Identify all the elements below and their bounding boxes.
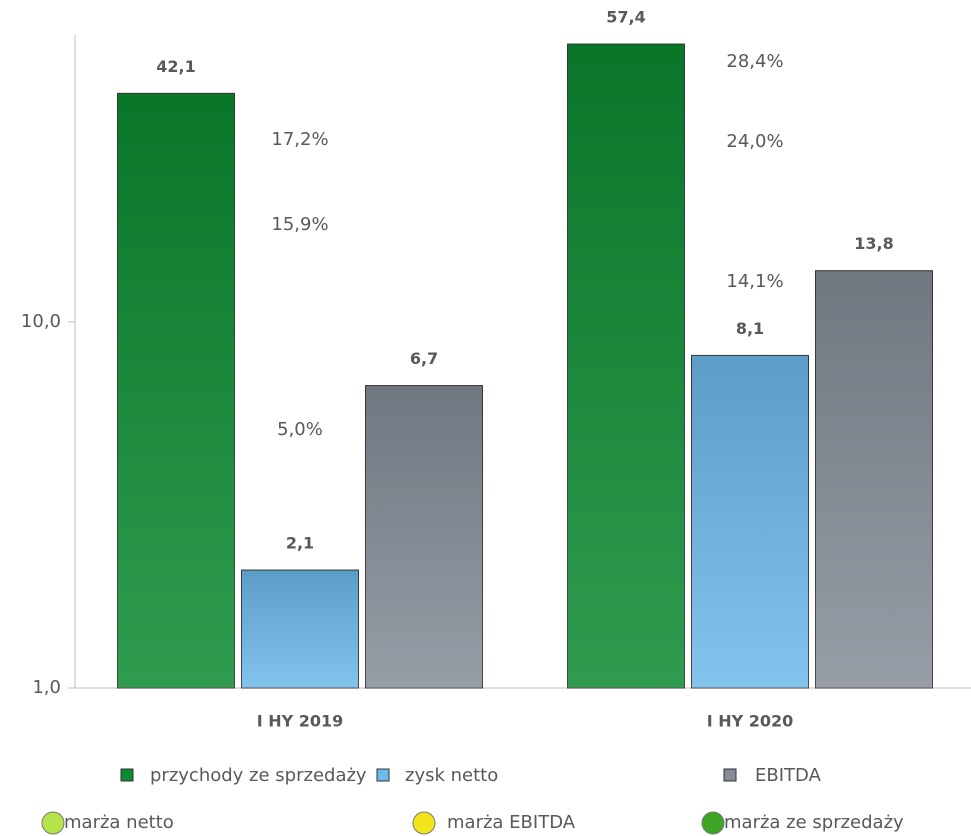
bar-label: 8,1 xyxy=(736,319,764,338)
x-tick-label: I HY 2019 xyxy=(257,712,344,731)
bar-label: 6,7 xyxy=(410,349,438,368)
legend-label: marża netto xyxy=(64,812,174,833)
margin-label: 24,0% xyxy=(726,131,783,152)
bar-label: 13,8 xyxy=(854,234,893,253)
bar-shade xyxy=(567,44,685,689)
legend-swatch xyxy=(120,768,134,782)
legend-swatch xyxy=(723,768,737,782)
x-tick-label: I HY 2020 xyxy=(707,712,794,731)
legend-label: marża EBITDA xyxy=(447,812,576,833)
bar-shade xyxy=(117,93,235,688)
bar-label: 2,1 xyxy=(286,534,314,553)
legend-swatch xyxy=(412,811,436,835)
legend-swatch xyxy=(41,811,65,835)
margin-label: 17,2% xyxy=(271,129,328,150)
legend-label: przychody ze sprzedaży xyxy=(150,765,367,786)
y-tick-label: 10,0 xyxy=(21,311,61,332)
y-tick-label: 1,0 xyxy=(32,677,61,698)
bar-shade xyxy=(815,270,933,688)
legend-swatch xyxy=(701,811,725,835)
legend-label: zysk netto xyxy=(405,765,498,786)
bar-shade xyxy=(241,570,359,688)
bar-label: 57,4 xyxy=(606,8,645,27)
margin-label: 28,4% xyxy=(726,51,783,72)
margin-label: 14,1% xyxy=(726,271,783,292)
legend-swatch xyxy=(376,768,390,782)
legend-label: EBITDA xyxy=(755,765,822,786)
margin-label: 5,0% xyxy=(277,419,323,440)
bar-shade xyxy=(691,355,809,688)
margin-label: 15,9% xyxy=(271,214,328,235)
bar-shade xyxy=(365,385,483,688)
legend-label: marża ze sprzedaży xyxy=(724,812,904,833)
bar-label: 42,1 xyxy=(156,57,195,76)
